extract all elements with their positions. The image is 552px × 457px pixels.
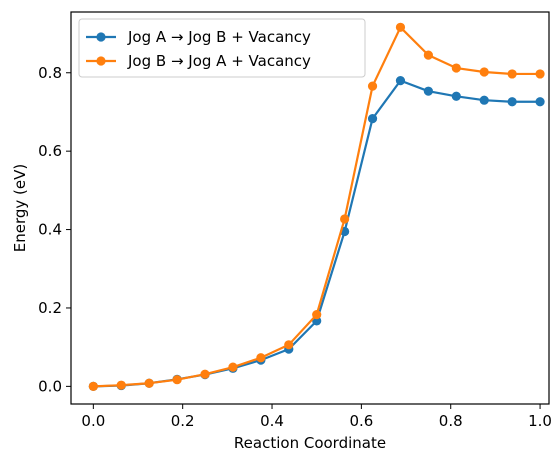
series-1-point: [256, 353, 266, 363]
series-1-point: [172, 375, 182, 385]
y-axis-label: Energy (eV): [11, 164, 29, 252]
x-tick-label: 0.4: [260, 412, 284, 430]
y-tick-label: 0.0: [38, 377, 62, 395]
series-1-point: [116, 380, 126, 390]
x-tick-label: 0.0: [81, 412, 105, 430]
series-1-point: [340, 214, 350, 224]
y-tick-label: 0.4: [38, 221, 62, 239]
y-axis: 0.0 0.2 0.4 0.6 0.8: [38, 64, 71, 395]
x-tick-label: 0.2: [171, 412, 195, 430]
series-1-point: [507, 69, 517, 79]
series-0-point: [423, 86, 433, 96]
x-tick-label: 0.8: [439, 412, 463, 430]
series-0-point: [507, 97, 517, 107]
y-tick-label: 0.8: [38, 64, 62, 82]
series-0-point: [395, 76, 406, 86]
x-axis: 0.0 0.2 0.4 0.6 0.8 1.0: [81, 404, 552, 430]
series-1-point: [479, 67, 489, 77]
y-tick-label: 0.2: [38, 299, 62, 317]
series-0-point: [535, 97, 545, 107]
series-1-point: [228, 362, 238, 372]
series-1-point: [312, 310, 322, 320]
series-0-point: [451, 91, 461, 101]
legend-marker-0: [96, 32, 106, 42]
series-0-point: [479, 95, 489, 105]
x-tick-label: 1.0: [528, 412, 552, 430]
series-1-point: [200, 369, 210, 379]
series-1-point: [451, 63, 461, 73]
plot-frame: [70, 11, 550, 405]
series-1-point: [88, 381, 98, 391]
series-1-point: [395, 22, 406, 32]
series-1-point: [535, 69, 545, 79]
legend-label-0: Jog A → Jog B + Vacancy: [127, 28, 311, 46]
legend: Jog A → Jog B + Vacancy Jog B → Jog A + V…: [78, 18, 366, 78]
series-1-point: [284, 340, 294, 350]
series-1-point: [423, 50, 433, 60]
series-1-point: [367, 81, 378, 91]
series-line-1: [93, 26, 541, 388]
series-layer: [88, 22, 545, 391]
series-line-0: [93, 79, 541, 388]
series-1-point: [144, 378, 154, 388]
x-tick-label: 0.6: [349, 412, 373, 430]
legend-marker-1: [96, 56, 106, 66]
y-tick-label: 0.6: [38, 142, 62, 160]
legend-label-1: Jog B → Jog A + Vacancy: [127, 52, 311, 70]
series-0-point: [367, 114, 378, 124]
legend-box: [78, 18, 366, 78]
x-axis-label: Reaction Coordinate: [234, 434, 386, 452]
